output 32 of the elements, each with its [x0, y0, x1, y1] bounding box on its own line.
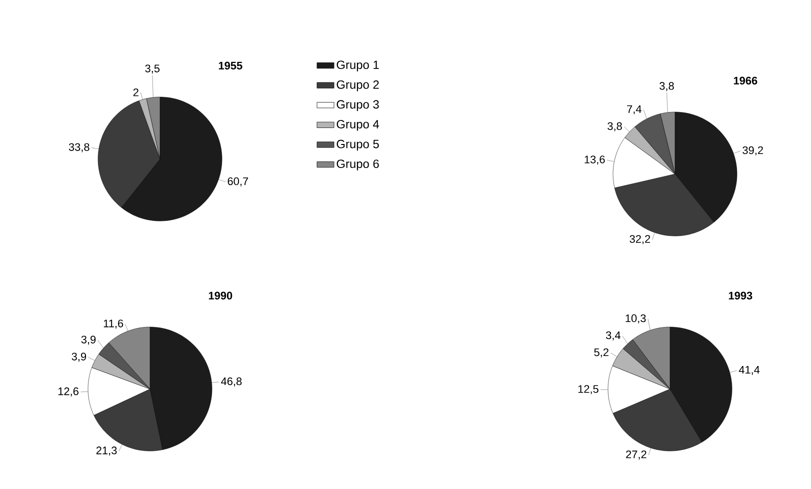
chart-title: 1990 [208, 292, 232, 300]
legend-label: Grupo 4 [336, 120, 380, 131]
data-label: 46,8 [221, 377, 242, 386]
data-label: 3,4 [606, 331, 620, 340]
legend-label: Grupo 6 [336, 160, 379, 170]
data-label: 3,9 [81, 336, 96, 345]
data-label: 3,8 [608, 122, 622, 132]
legend-label: Grupo 3 [336, 100, 379, 112]
data-label: 7,4 [627, 105, 642, 114]
data-label: 3,8 [660, 82, 674, 92]
data-label: 3,9 [72, 352, 86, 362]
data-label: 3,5 [145, 64, 160, 74]
data-label: 2 [133, 88, 138, 96]
legend-label: Grupo 2 [336, 80, 379, 92]
chart-title: 1955 [218, 62, 242, 70]
data-label: 13,6 [584, 156, 605, 165]
data-label: 60,7 [228, 177, 248, 186]
data-label: 41,4 [738, 366, 760, 375]
data-label: 33,8 [68, 143, 90, 152]
legend-label: Grupo 5 [336, 140, 379, 151]
data-label: 11,6 [104, 320, 124, 329]
data-label: 21,3 [96, 446, 117, 456]
legend-label: Grupo 1 [336, 60, 379, 72]
data-label: 5,2 [594, 348, 608, 358]
data-label: 12,5 [578, 385, 598, 394]
data-label: 39,2 [742, 146, 763, 156]
chart-title: 1993 [728, 292, 752, 300]
data-label: 12,6 [58, 387, 78, 396]
data-label: 32,2 [630, 235, 650, 244]
data-label: 10,3 [626, 314, 646, 324]
data-label: 27,2 [626, 450, 646, 460]
chart-title: 1966 [734, 76, 758, 84]
